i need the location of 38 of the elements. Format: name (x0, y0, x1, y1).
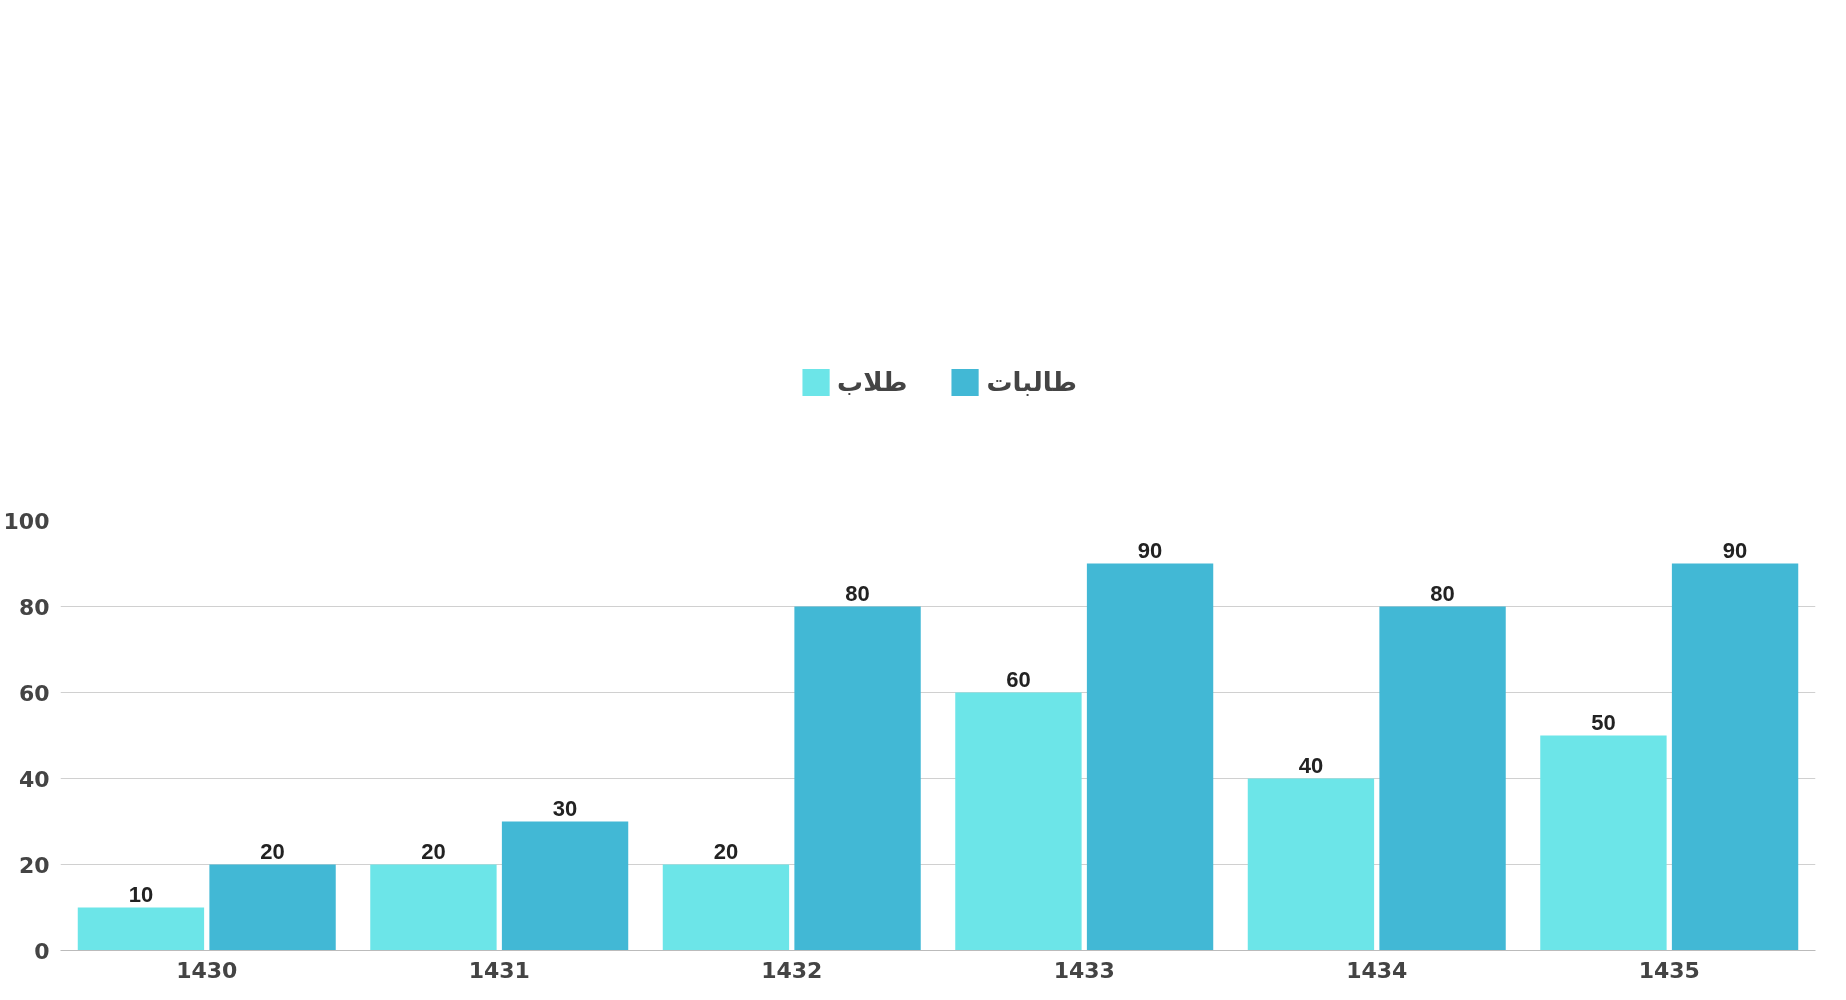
y-tick-label: 60 (18, 680, 50, 706)
bar (955, 692, 1082, 951)
bar (662, 864, 790, 951)
x-tick-label: 1434 (1346, 957, 1408, 983)
bar (77, 907, 205, 951)
data-label: 20 (713, 838, 739, 864)
legend-label: طلاب (837, 366, 908, 397)
data-label: 90 (1137, 537, 1163, 563)
bar (1086, 563, 1214, 951)
data-label: 40 (1298, 752, 1324, 778)
data-label: 20 (260, 838, 285, 864)
bar (501, 821, 629, 951)
data-label: 50 (1591, 709, 1616, 735)
bar (1671, 563, 1799, 951)
data-label: 80 (845, 580, 870, 606)
data-label: 30 (552, 795, 578, 821)
y-tick-label: 0 (34, 938, 50, 964)
data-label: 80 (1430, 580, 1455, 606)
data-label: 10 (128, 881, 154, 907)
y-tick-label: 80 (18, 594, 50, 620)
bar (794, 606, 921, 951)
bar (1247, 778, 1375, 951)
bar (370, 864, 497, 951)
bar (1540, 735, 1667, 951)
data-label: 60 (1006, 666, 1031, 692)
x-tick-label: 1433 (1053, 957, 1115, 983)
bar (209, 864, 336, 951)
y-tick-label: 100 (3, 508, 50, 534)
y-tick-label: 40 (18, 766, 50, 792)
data-label: 20 (421, 838, 446, 864)
y-tick-label: 20 (18, 852, 50, 878)
x-tick-label: 1432 (761, 957, 823, 983)
x-tick-label: 1435 (1638, 957, 1700, 983)
legend-label: طالبات (986, 366, 1077, 397)
data-label: 90 (1722, 537, 1748, 563)
bar (1379, 606, 1506, 951)
x-tick-label: 1431 (468, 957, 530, 983)
x-tick-label: 1430 (176, 957, 238, 983)
